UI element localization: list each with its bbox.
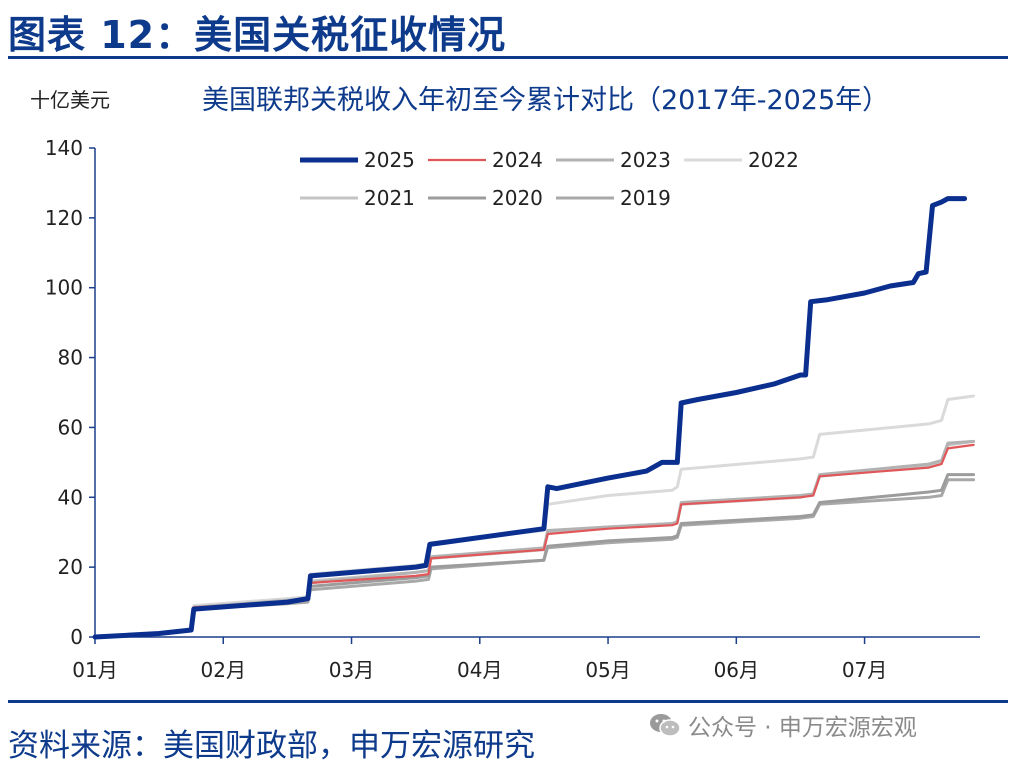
series-line-2020 — [93, 473, 976, 639]
x-tick-label: 02月 — [201, 658, 246, 682]
legend-label-2023: 2023 — [620, 148, 671, 172]
y-tick-label: 0 — [70, 625, 83, 649]
page-title: 图表 12：美国关税征收情况 — [8, 13, 507, 57]
x-tick-label: 03月 — [329, 658, 374, 682]
chart-series — [92, 196, 976, 640]
y-tick-label: 60 — [58, 415, 83, 439]
chart-legend: 2025 2024 2023 2022 2021 2020 2019 — [300, 148, 799, 210]
y-tick-label: 120 — [45, 206, 83, 230]
wechat-watermark: 公众号 · 申万宏源宏观 — [648, 708, 917, 742]
title-divider — [8, 56, 1008, 59]
x-tick-label: 06月 — [714, 658, 759, 682]
series-line-2019 — [93, 478, 976, 639]
legend-label-2022: 2022 — [748, 148, 799, 172]
x-tick-label: 01月 — [72, 658, 117, 682]
y-tick-label: 20 — [58, 555, 83, 579]
y-tick-label: 40 — [58, 485, 83, 509]
legend-label-2020: 2020 — [492, 186, 543, 210]
x-tick-label: 04月 — [457, 658, 502, 682]
chart-axes: 0 20 40 60 80 100 120 140 01月 02月 03月 04月 05月 06月 07月 — [45, 136, 980, 682]
wechat-icon — [650, 714, 681, 737]
footer-divider — [8, 700, 1008, 703]
legend-label-2019: 2019 — [620, 186, 671, 210]
series-line-2022 — [93, 394, 976, 639]
y-tick-label: 100 — [45, 276, 83, 300]
legend-label-2021: 2021 — [364, 186, 415, 210]
series-line-2025 — [92, 196, 968, 640]
chart-unit-label: 十亿美元 — [30, 88, 110, 112]
source-note: 资料来源：美国财政部，申万宏源研究 — [8, 728, 535, 764]
legend-label-2024: 2024 — [492, 148, 543, 172]
x-tick-label: 07月 — [842, 658, 887, 682]
legend-label-2025: 2025 — [364, 148, 415, 172]
x-tick-label: 05月 — [585, 658, 630, 682]
chart-title: 美国联邦关税收入年初至今累计对比（2017年-2025年） — [202, 85, 890, 116]
y-tick-label: 80 — [58, 346, 83, 370]
y-tick-label: 140 — [45, 136, 83, 160]
watermark-text: 公众号 · 申万宏源宏观 — [688, 715, 917, 741]
